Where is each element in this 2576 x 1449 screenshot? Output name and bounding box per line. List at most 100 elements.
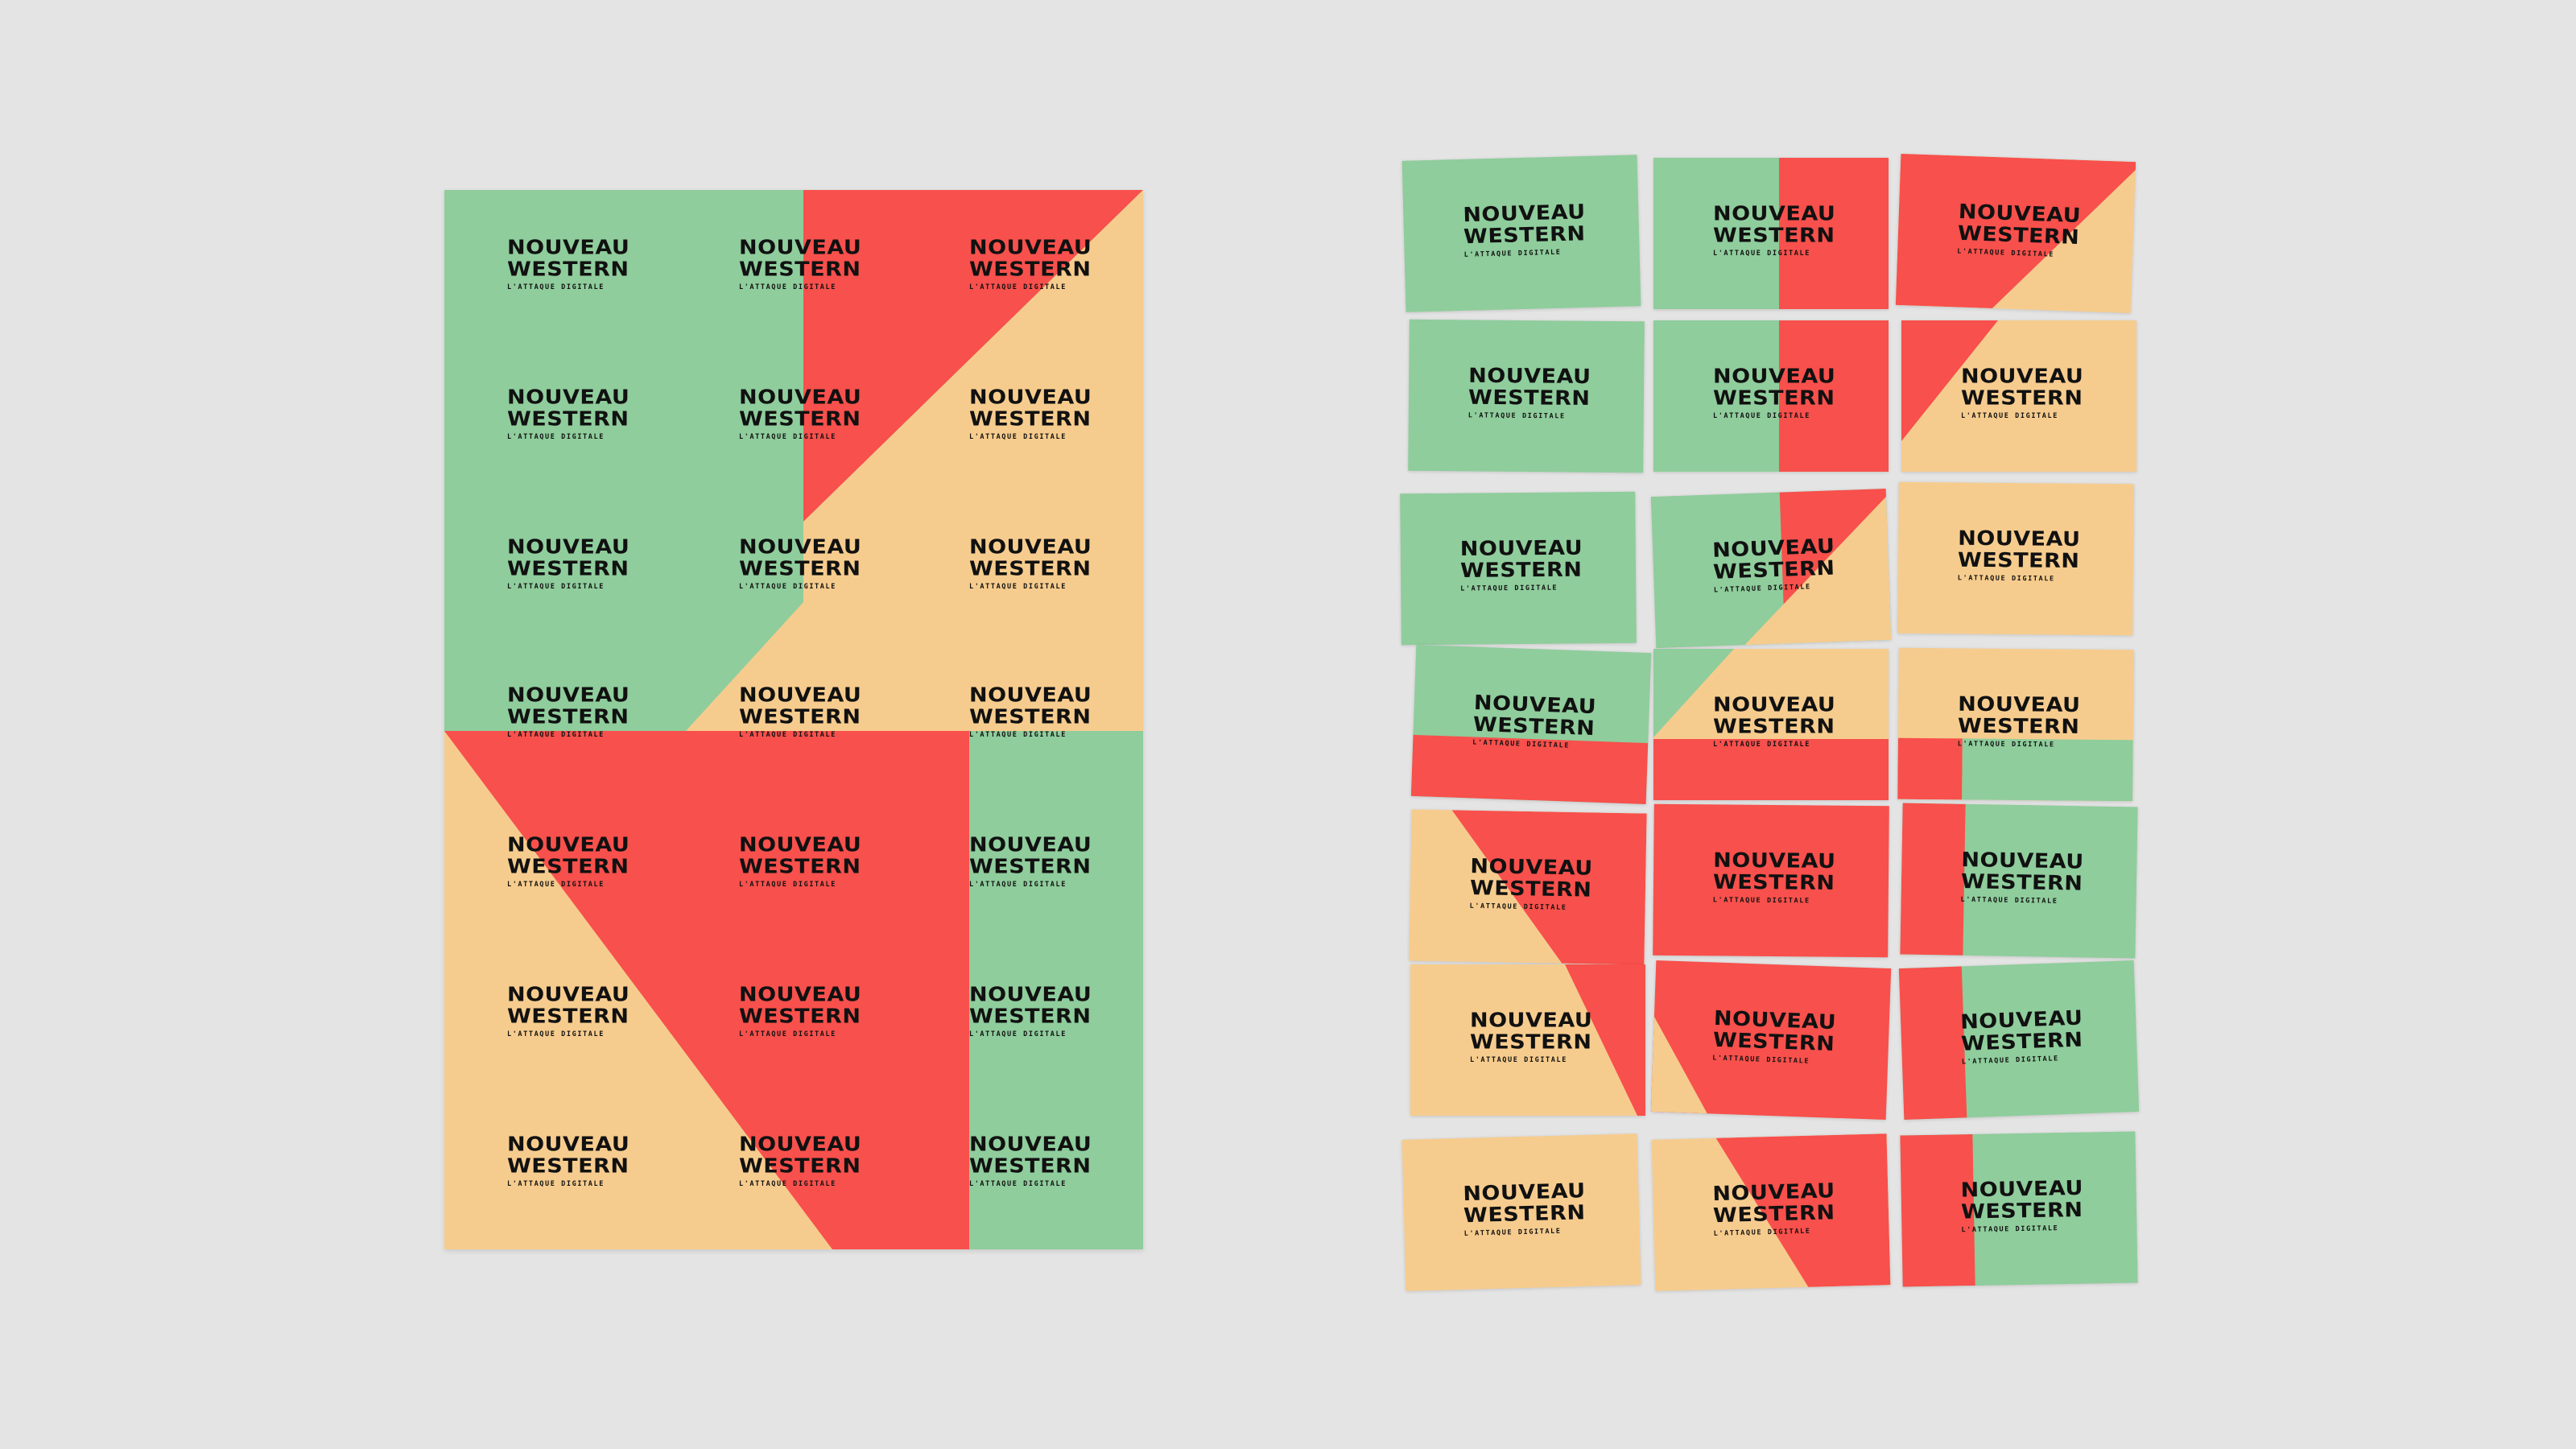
- logo-tagline: L'ATTAQUE DIGITALE: [969, 433, 1067, 441]
- nouveau-western-logo: NOUVEAU WESTERN L'ATTAQUE DIGITALE: [1712, 1179, 1836, 1238]
- business-card: NOUVEAU WESTERN L'ATTAQUE DIGITALE: [1409, 809, 1647, 965]
- logo-line-1: NOUVEAU: [739, 983, 862, 1006]
- logo-tagline: L'ATTAQUE DIGITALE: [1470, 1056, 1567, 1064]
- logo-line-2: WESTERN: [739, 1154, 861, 1178]
- card-pattern: [1900, 803, 1966, 956]
- logo-tagline: L'ATTAQUE DIGITALE: [507, 283, 605, 291]
- nouveau-western-logo: NOUVEAU WESTERN L'ATTAQUE DIGITALE: [969, 237, 1092, 291]
- business-card: NOUVEAU WESTERN L'ATTAQUE DIGITALE: [1900, 1131, 2138, 1287]
- nouveau-western-logo: NOUVEAU WESTERN L'ATTAQUE DIGITALE: [507, 983, 630, 1038]
- logo-line-2: WESTERN: [739, 557, 861, 580]
- card-pattern: [1744, 488, 1892, 646]
- logo-line-1: NOUVEAU: [1958, 692, 2081, 717]
- nouveau-western-logo: NOUVEAU WESTERN L'ATTAQUE DIGITALE: [1960, 848, 2084, 906]
- logo-tagline: L'ATTAQUE DIGITALE: [1713, 412, 1810, 420]
- logo-line-1: NOUVEAU: [739, 236, 862, 259]
- nouveau-western-logo: NOUVEAU WESTERN L'ATTAQUE DIGITALE: [739, 536, 861, 591]
- logo-line-2: WESTERN: [507, 1005, 630, 1028]
- business-card: NOUVEAU WESTERN L'ATTAQUE DIGITALE: [1898, 960, 2140, 1121]
- logo-tagline: L'ATTAQUE DIGITALE: [507, 1180, 605, 1188]
- logo-line-2: WESTERN: [969, 258, 1092, 281]
- business-card: NOUVEAU WESTERN L'ATTAQUE DIGITALE: [1650, 488, 1892, 649]
- logo-tagline: L'ATTAQUE DIGITALE: [507, 731, 605, 739]
- logo-line-2: WESTERN: [1960, 1028, 2083, 1056]
- logo-tagline: L'ATTAQUE DIGITALE: [969, 583, 1067, 591]
- logo-line-2: WESTERN: [969, 1005, 1092, 1028]
- logo-line-2: WESTERN: [1463, 222, 1586, 249]
- logo-line-1: NOUVEAU: [739, 386, 862, 409]
- logo-line-2: WESTERN: [1472, 712, 1596, 741]
- business-card: NOUVEAU WESTERN L'ATTAQUE DIGITALE: [1402, 1133, 1641, 1291]
- logo-line-2: WESTERN: [1459, 558, 1583, 583]
- nouveau-western-logo: NOUVEAU WESTERN L'ATTAQUE DIGITALE: [507, 683, 630, 739]
- nouveau-western-logo: NOUVEAU WESTERN L'ATTAQUE DIGITALE: [1712, 535, 1835, 594]
- logo-line-2: WESTERN: [1713, 224, 1835, 247]
- poster-green-bottom: [969, 731, 1143, 1249]
- logo-line-1: NOUVEAU: [1958, 526, 2081, 551]
- nouveau-western-logo: NOUVEAU WESTERN L'ATTAQUE DIGITALE: [1713, 693, 1836, 749]
- nouveau-western-logo: NOUVEAU WESTERN L'ATTAQUE DIGITALE: [1463, 200, 1586, 259]
- logo-tagline: L'ATTAQUE DIGITALE: [739, 881, 836, 889]
- logo-line-2: WESTERN: [1463, 1201, 1586, 1228]
- logo-line-2: WESTERN: [507, 855, 630, 878]
- business-card: NOUVEAU WESTERN L'ATTAQUE DIGITALE: [1901, 320, 2136, 472]
- nouveau-western-logo: NOUVEAU WESTERN L'ATTAQUE DIGITALE: [969, 984, 1092, 1038]
- logo-line-1: NOUVEAU: [1961, 848, 2084, 874]
- logo-line-1: NOUVEAU: [507, 683, 630, 707]
- logo-line-2: WESTERN: [739, 705, 861, 729]
- logo-line-2: WESTERN: [969, 1154, 1092, 1178]
- nouveau-western-logo: NOUVEAU WESTERN L'ATTAQUE DIGITALE: [969, 834, 1092, 889]
- logo-line-1: NOUVEAU: [507, 833, 630, 857]
- card-pattern: [1901, 320, 1998, 441]
- logo-line-1: NOUVEAU: [1470, 1009, 1593, 1032]
- logo-tagline: L'ATTAQUE DIGITALE: [739, 731, 836, 739]
- business-card: NOUVEAU WESTERN L'ATTAQUE DIGITALE: [1897, 481, 2134, 636]
- logo-line-2: WESTERN: [507, 705, 630, 729]
- nouveau-western-logo: NOUVEAU WESTERN L'ATTAQUE DIGITALE: [739, 1133, 861, 1188]
- nouveau-western-logo: NOUVEAU WESTERN L'ATTAQUE DIGITALE: [1960, 1177, 2083, 1234]
- logo-line-1: NOUVEAU: [1459, 536, 1583, 561]
- business-card: NOUVEAU WESTERN L'ATTAQUE DIGITALE: [1897, 647, 2134, 802]
- card-pattern: [1897, 737, 2133, 802]
- logo-line-2: WESTERN: [1957, 548, 2080, 573]
- nouveau-western-logo: NOUVEAU WESTERN L'ATTAQUE DIGITALE: [507, 386, 630, 441]
- business-card: NOUVEAU WESTERN L'ATTAQUE DIGITALE: [1410, 644, 1652, 805]
- logo-tagline: L'ATTAQUE DIGITALE: [739, 1030, 836, 1038]
- nouveau-western-logo: NOUVEAU WESTERN L'ATTAQUE DIGITALE: [1463, 1179, 1587, 1238]
- business-card: NOUVEAU WESTERN L'ATTAQUE DIGITALE: [1408, 319, 1645, 473]
- logo-tagline: L'ATTAQUE DIGITALE: [1460, 584, 1558, 593]
- logo-line-2: WESTERN: [1469, 876, 1592, 902]
- nouveau-western-logo: NOUVEAU WESTERN L'ATTAQUE DIGITALE: [739, 983, 862, 1038]
- poster-red-bottom: [444, 731, 969, 1249]
- nouveau-western-logo: NOUVEAU WESTERN L'ATTAQUE DIGITALE: [969, 683, 1092, 739]
- logo-line-2: WESTERN: [1960, 869, 2083, 896]
- nouveau-western-logo: NOUVEAU WESTERN L'ATTAQUE DIGITALE: [1459, 536, 1583, 593]
- logo-line-2: WESTERN: [1468, 386, 1591, 411]
- nouveau-western-logo: NOUVEAU WESTERN L'ATTAQUE DIGITALE: [1468, 365, 1591, 421]
- logo-line-1: NOUVEAU: [1463, 1179, 1587, 1206]
- logo-tagline: L'ATTAQUE DIGITALE: [969, 1180, 1067, 1188]
- logo-line-1: NOUVEAU: [1713, 848, 1836, 873]
- business-card: NOUVEAU WESTERN L'ATTAQUE DIGITALE: [1653, 803, 1889, 958]
- business-card: NOUVEAU WESTERN L'ATTAQUE DIGITALE: [1653, 158, 1889, 309]
- business-card: NOUVEAU WESTERN L'ATTAQUE DIGITALE: [1653, 320, 1889, 472]
- card-pattern: [1898, 966, 1967, 1121]
- logo-line-1: NOUVEAU: [969, 535, 1092, 559]
- logo-tagline: L'ATTAQUE DIGITALE: [1957, 574, 2055, 584]
- logo-line-1: NOUVEAU: [1712, 1179, 1836, 1206]
- logo-tagline: L'ATTAQUE DIGITALE: [739, 583, 836, 591]
- logo-tagline: L'ATTAQUE DIGITALE: [507, 1030, 605, 1038]
- card-pattern: [1715, 1133, 1891, 1287]
- logo-line-1: NOUVEAU: [1713, 693, 1836, 716]
- logo-line-1: NOUVEAU: [739, 833, 862, 857]
- nouveau-western-logo: NOUVEAU WESTERN L'ATTAQUE DIGITALE: [969, 1133, 1092, 1188]
- logo-tagline: L'ATTAQUE DIGITALE: [739, 283, 836, 291]
- logo-tagline: L'ATTAQUE DIGITALE: [507, 583, 605, 591]
- nouveau-western-logo: NOUVEAU WESTERN L'ATTAQUE DIGITALE: [1957, 692, 2081, 749]
- logo-line-1: NOUVEAU: [507, 983, 630, 1006]
- logo-line-1: NOUVEAU: [969, 683, 1092, 707]
- logo-tagline: L'ATTAQUE DIGITALE: [1957, 740, 2055, 749]
- nouveau-western-logo: NOUVEAU WESTERN L'ATTAQUE DIGITALE: [1957, 200, 2082, 260]
- nouveau-western-logo: NOUVEAU WESTERN L'ATTAQUE DIGITALE: [507, 833, 630, 889]
- business-card: NOUVEAU WESTERN L'ATTAQUE DIGITALE: [1895, 153, 2136, 314]
